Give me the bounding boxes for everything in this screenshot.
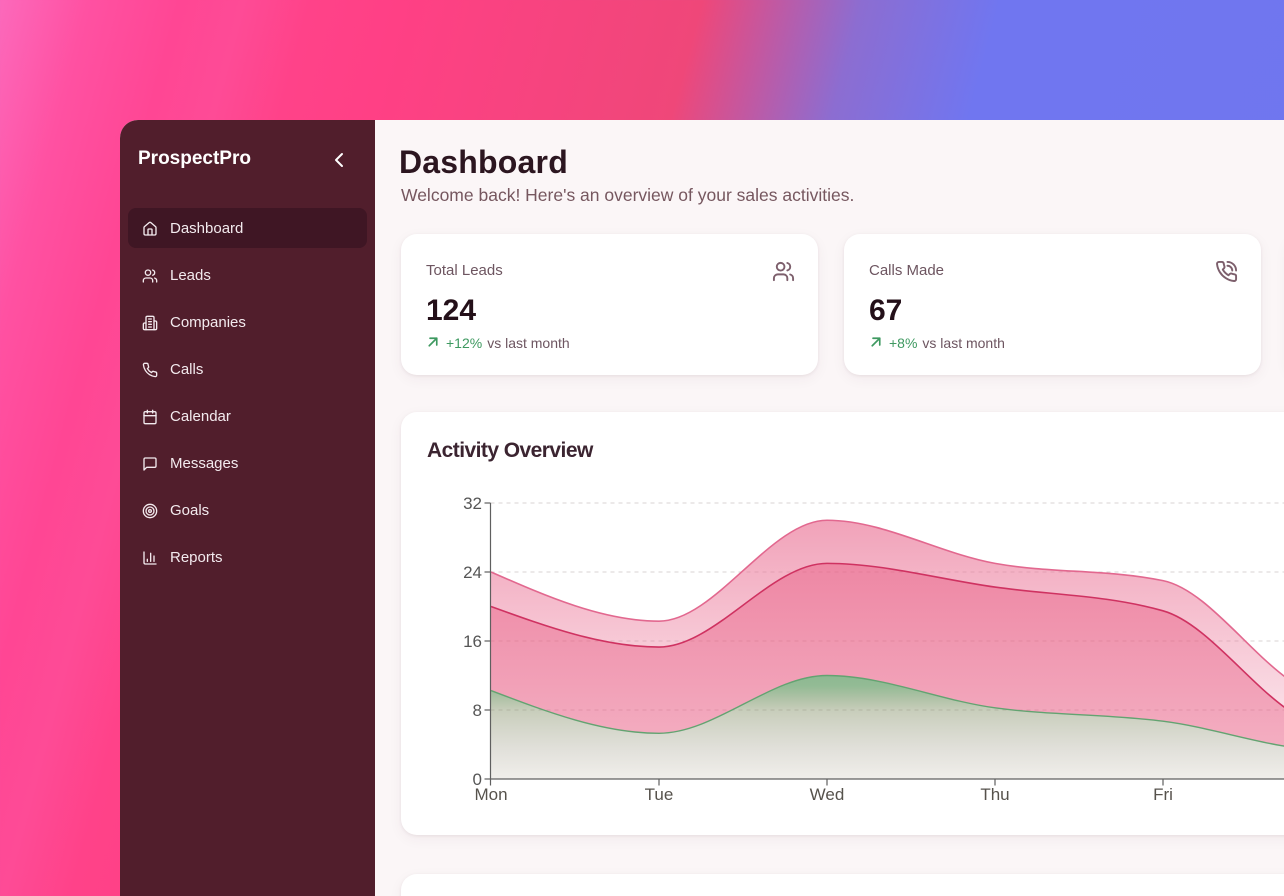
svg-text:Tue: Tue (645, 785, 674, 804)
svg-text:32: 32 (463, 494, 482, 513)
svg-text:Thu: Thu (980, 785, 1009, 804)
svg-text:24: 24 (463, 563, 482, 582)
svg-text:Fri: Fri (1153, 785, 1173, 804)
svg-text:16: 16 (463, 632, 482, 651)
svg-text:Mon: Mon (474, 785, 507, 804)
svg-text:0: 0 (473, 770, 482, 789)
svg-text:Wed: Wed (810, 785, 845, 804)
svg-text:8: 8 (473, 701, 482, 720)
